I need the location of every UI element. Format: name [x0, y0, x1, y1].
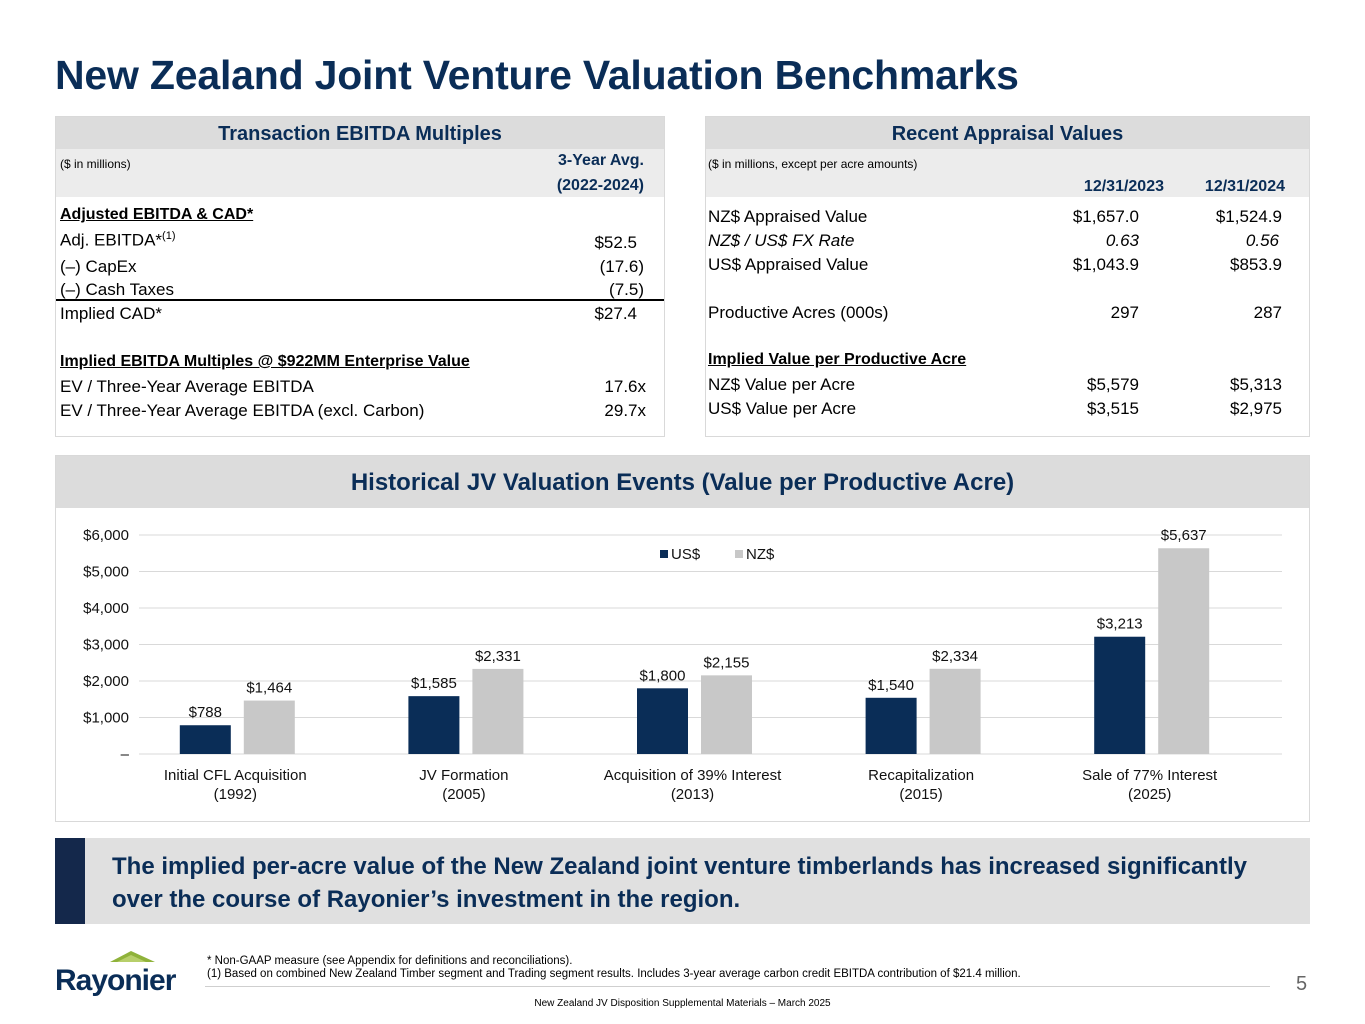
cash-taxes-label: (–) Cash Taxes: [60, 280, 175, 299]
us-value-per-acre-2024: $2,975: [1230, 399, 1282, 418]
right-units-label: ($ in millions, except per acre amounts): [708, 157, 918, 171]
footer-divider: [205, 986, 1270, 987]
data-label: $1,800: [640, 667, 686, 684]
ev-ebitda-label: EV / Three-Year Average EBITDA: [60, 377, 314, 396]
callout-accent-bar: [55, 838, 85, 924]
data-label: $2,331: [475, 648, 521, 665]
productive-acres-2024: 287: [1253, 303, 1282, 322]
data-label: $3,213: [1097, 616, 1143, 633]
bar-us: [865, 697, 917, 754]
x-category-label: Sale of 77% Interest: [1082, 767, 1218, 784]
y-tick-label: $4,000: [83, 600, 129, 617]
data-label: $1,464: [246, 680, 292, 697]
legend-label: NZ$: [746, 546, 775, 563]
page-number: 5: [1296, 973, 1308, 995]
us-value-per-acre-label: US$ Value per Acre: [708, 399, 857, 418]
x-category-label: (2025): [1128, 786, 1171, 803]
rayonier-logo-icon: [110, 951, 155, 962]
nz-value-per-acre-label: NZ$ Value per Acre: [708, 375, 856, 394]
col-2023-header: 12/31/2023: [1083, 178, 1164, 195]
y-tick-label: $1,000: [83, 710, 129, 727]
x-category-label: Recapitalization: [868, 767, 974, 784]
implied-cad-label: Implied CAD*: [60, 304, 163, 323]
y-tick-label: $3,000: [83, 637, 129, 654]
legend-label: US$: [671, 546, 701, 563]
period-header: (2022-2024): [556, 177, 644, 194]
data-label: $2,155: [704, 654, 750, 671]
x-category-label: (1992): [214, 786, 257, 803]
us-value-per-acre-2023: $3,515: [1087, 399, 1139, 418]
x-category-label: (2015): [899, 786, 942, 803]
x-category-label: Initial CFL Acquisition: [164, 767, 307, 784]
data-label: $1,540: [868, 677, 914, 694]
data-label: $1,585: [411, 675, 457, 692]
col-2024-header: 12/31/2024: [1204, 178, 1285, 195]
section-ebitda-multiples: Implied EBITDA Multiples @ $922MM Enterp…: [60, 353, 470, 370]
rayonier-logo: Rayonier: [55, 948, 195, 1000]
us-appraised-value-2023: $1,043.9: [1072, 255, 1139, 274]
x-category-label: JV Formation: [419, 767, 508, 784]
valuation-events-heading: Historical JV Valuation Events (Value pe…: [56, 456, 1309, 508]
footnote-1: (1) Based on combined New Zealand Timber…: [207, 968, 1021, 980]
us-appraised-value-label: US$ Appraised Value: [708, 255, 869, 274]
logo-wordmark: Rayonier: [55, 964, 176, 997]
bar-nz: [1158, 548, 1210, 754]
data-label: $788: [189, 704, 222, 721]
fx-rate-2024: 0.56: [1245, 231, 1279, 250]
x-category-label: (2005): [442, 786, 485, 803]
legend-swatch: [660, 550, 668, 558]
footer-center-text: New Zealand JV Disposition Supplemental …: [534, 998, 831, 1009]
data-label: $5,637: [1161, 527, 1207, 544]
callout-text: The implied per-acre value of the New Ze…: [112, 853, 1247, 913]
three-year-avg-header: 3-Year Avg.: [558, 152, 644, 169]
y-tick-label: –: [121, 746, 130, 763]
y-tick-label: $6,000: [83, 527, 129, 544]
data-label: $2,334: [932, 648, 978, 665]
bar-nz: [929, 668, 981, 754]
ev-ebitda-excl-carbon-value: 29.7x: [604, 401, 646, 420]
adj-ebitda-label: Adj. EBITDA*(1): [60, 230, 176, 250]
us-appraised-value-2024: $853.9: [1230, 255, 1282, 274]
callout-box: [55, 838, 1310, 924]
valuation-events-chart: – $1,000 $2,000 $3,000 $4,000 $5,000 $6,000 $78…: [83, 527, 1282, 803]
ebitda-multiples-panel: Transaction EBITDA Multiples ($ in milli…: [55, 116, 665, 437]
page-title: New Zealand Joint Venture Valuation Benc…: [55, 52, 1019, 98]
footnote-non-gaap: * Non-GAAP measure (see Appendix for def…: [207, 955, 573, 967]
appraisal-values-heading: Recent Appraisal Values: [706, 117, 1309, 149]
adj-ebitda-value: $52.5: [594, 233, 637, 252]
bar-us: [637, 688, 688, 754]
x-category-label: Acquisition of 39% Interest: [604, 767, 782, 784]
y-tick-label: $5,000: [83, 564, 129, 581]
cash-taxes-value: (7.5): [609, 280, 644, 299]
nz-value-per-acre-2023: $5,579: [1087, 375, 1139, 394]
nz-appraised-value-2024: $1,524.9: [1215, 207, 1282, 226]
bar-us: [408, 696, 460, 754]
fx-rate-2023: 0.63: [1105, 231, 1139, 250]
capex-label: (–) CapEx: [60, 257, 137, 276]
section-value-per-acre: Implied Value per Productive Acre: [708, 351, 967, 368]
productive-acres-label: Productive Acres (000s): [708, 303, 889, 322]
left-units-label: ($ in millions): [60, 157, 131, 171]
productive-acres-2023: 297: [1110, 303, 1139, 322]
bar-us: [179, 725, 231, 754]
x-category-label: (2013): [671, 786, 714, 803]
bar-nz: [243, 700, 295, 754]
legend-swatch: [735, 550, 743, 558]
capex-value: (17.6): [599, 257, 644, 276]
nz-appraised-value-2023: $1,657.0: [1072, 207, 1139, 226]
nz-appraised-value-label: NZ$ Appraised Value: [708, 207, 868, 226]
fx-rate-label: NZ$ / US$ FX Rate: [708, 231, 855, 250]
subtotal-divider: [56, 299, 664, 301]
bar-nz: [472, 668, 524, 754]
nz-value-per-acre-2024: $5,313: [1230, 375, 1282, 394]
bar-us: [1094, 636, 1146, 754]
y-tick-label: $2,000: [83, 673, 129, 690]
ebitda-multiples-heading: Transaction EBITDA Multiples: [56, 117, 664, 149]
appraisal-values-panel: Recent Appraisal Values ($ in millions, …: [705, 116, 1310, 437]
bar-nz: [701, 675, 752, 754]
ev-ebitda-excl-carbon-label: EV / Three-Year Average EBITDA (excl. Ca…: [60, 401, 425, 420]
ev-ebitda-value: 17.6x: [604, 377, 646, 396]
implied-cad-value: $27.4: [594, 304, 637, 323]
section-adjusted-ebitda: Adjusted EBITDA & CAD*: [60, 206, 254, 223]
